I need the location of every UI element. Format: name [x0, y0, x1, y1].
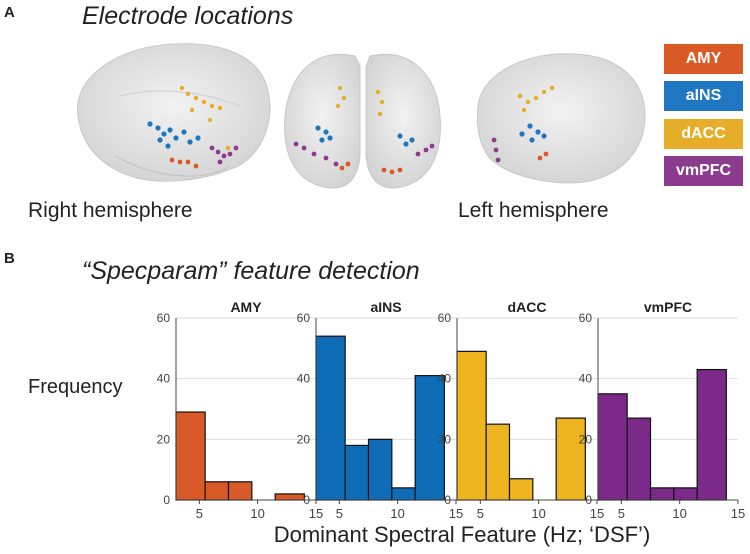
- x-tick-label-dacc: 15: [590, 506, 604, 521]
- panel-b-title: “Specparam” feature detection: [82, 257, 420, 285]
- right-hemisphere-label: Right hemisphere: [28, 199, 193, 222]
- x-tick-label-ains: 15: [449, 506, 463, 521]
- panel-a-letter: A: [4, 4, 15, 21]
- y-tick-label-ains: 20: [297, 432, 311, 446]
- bar-vmpfc-4: [696, 368, 727, 501]
- histogram-title-vmpfc: vmPFC: [644, 299, 692, 315]
- x-tick-label-vmpfc: 5: [618, 506, 625, 521]
- x-tick-label-dacc: 5: [477, 506, 484, 521]
- y-tick-label-ains: 60: [297, 311, 311, 325]
- bar-vmpfc-2: [649, 487, 675, 501]
- legend-amy: AMY: [664, 44, 743, 74]
- y-tick-label-amy: 40: [157, 372, 171, 386]
- x-tick-label-ains: 5: [336, 506, 343, 521]
- frontal-brain-left: [365, 53, 441, 189]
- bar-ains-2: [367, 438, 393, 501]
- y-tick-label-vmpfc: 40: [579, 372, 593, 386]
- y-tick-label-vmpfc: 20: [579, 432, 593, 446]
- bar-amy-4: [274, 493, 305, 501]
- y-tick-label-vmpfc: 0: [585, 493, 592, 507]
- legend-vmpfc: vmPFC: [664, 156, 743, 186]
- bar-vmpfc-0: [597, 393, 628, 501]
- bar-ains-4: [414, 375, 445, 501]
- histogram-title-dacc: dACC: [508, 299, 547, 315]
- frontal-brain-right: [284, 53, 361, 189]
- y-tick-label-dacc: 20: [438, 432, 452, 446]
- right-lateral-brain: [77, 43, 271, 182]
- histogram-title-ains: aINS: [370, 299, 401, 315]
- bar-vmpfc-1: [626, 417, 652, 501]
- bar-amy-1: [204, 481, 230, 501]
- legend-ains-label: aINS: [685, 87, 722, 104]
- brain-renderings: [77, 43, 646, 189]
- bar-ains-0: [315, 335, 346, 501]
- y-axis-label: Frequency: [28, 376, 123, 398]
- bar-dacc-0: [456, 350, 487, 501]
- bar-vmpfc-3: [673, 487, 698, 501]
- y-tick-label-dacc: 60: [438, 311, 452, 325]
- y-tick-label-vmpfc: 60: [579, 311, 593, 325]
- x-axis-label: Dominant Spectral Feature (Hz; ‘DSF’): [274, 522, 651, 547]
- panel-b-letter: B: [4, 250, 15, 267]
- x-tick-label-vmpfc: 10: [672, 506, 686, 521]
- bar-dacc-1: [485, 423, 511, 501]
- legend-vmpfc-label: vmPFC: [675, 162, 732, 179]
- legend-dacc: dACC: [664, 119, 743, 149]
- bar-amy-2: [227, 481, 253, 501]
- y-tick-label-ains: 0: [303, 493, 310, 507]
- x-tick-label-vmpfc: 15: [731, 506, 745, 521]
- left-hemisphere-label: Left hemisphere: [458, 199, 609, 222]
- legend-dacc-label: dACC: [681, 125, 726, 142]
- bar-ains-3: [391, 487, 416, 501]
- x-tick-label-ains: 10: [390, 506, 404, 521]
- panel-a-title: Electrode locations: [82, 2, 294, 30]
- x-tick-label-dacc: 10: [531, 506, 545, 521]
- left-lateral-brain: [476, 53, 646, 184]
- y-tick-label-dacc: 40: [438, 372, 452, 386]
- bar-dacc-2: [508, 478, 534, 501]
- y-tick-label-amy: 60: [157, 311, 171, 325]
- x-tick-label-amy: 5: [196, 506, 203, 521]
- x-tick-label-amy: 15: [309, 506, 323, 521]
- y-tick-label-dacc: 0: [444, 493, 451, 507]
- histogram-title-amy: AMY: [230, 299, 262, 315]
- bar-amy-0: [175, 411, 206, 501]
- bar-ains-1: [344, 444, 370, 501]
- x-tick-label-amy: 10: [250, 506, 264, 521]
- bar-dacc-4: [555, 417, 586, 501]
- y-tick-label-amy: 20: [157, 432, 171, 446]
- y-tick-label-ains: 40: [297, 372, 311, 386]
- y-tick-label-amy: 0: [163, 493, 170, 507]
- legend-amy-label: AMY: [685, 50, 722, 67]
- legend-ains: aINS: [664, 81, 743, 111]
